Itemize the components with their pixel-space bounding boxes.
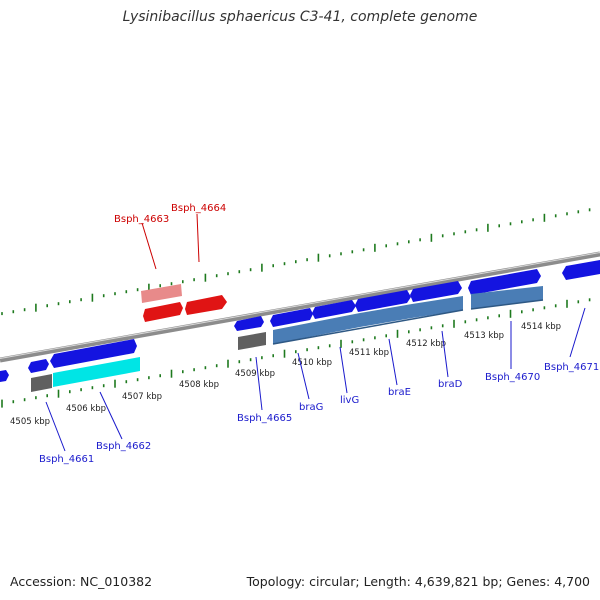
gene-brae-arrow[interactable] <box>355 290 411 312</box>
leader-bsph-4664 <box>196 213 200 263</box>
kbp-label-4507: 4507 kbp <box>122 392 162 402</box>
genome-backbone-highlight <box>0 252 600 359</box>
gene-bsph-4665-arrow[interactable] <box>234 316 264 331</box>
gene-label-bsph-4670[interactable]: Bsph_4670 <box>485 372 540 383</box>
genome-backbone <box>0 251 600 363</box>
kbp-label-4513: 4513 kbp <box>464 331 504 341</box>
leader-brag <box>297 352 310 400</box>
gene-label-bsph-4664[interactable]: Bsph_4664 <box>171 203 226 214</box>
gene-brag-box[interactable] <box>273 322 314 344</box>
leader-bsph-4662 <box>99 391 123 440</box>
leader-brad <box>441 330 449 378</box>
gene-label-livg[interactable]: livG <box>340 395 359 406</box>
kbp-label-4510: 4510 kbp <box>292 358 332 368</box>
kbp-label-4512: 4512 kbp <box>406 339 446 349</box>
kbp-label-4514: 4514 kbp <box>521 322 561 332</box>
inner-scale-track <box>1 298 591 408</box>
leader-lines <box>45 213 586 452</box>
gene-brad-box[interactable] <box>412 296 463 318</box>
gene-label-bsph-4661[interactable]: Bsph_4661 <box>39 454 94 465</box>
kbp-label-4506: 4506 kbp <box>66 404 106 414</box>
kbp-label-4505: 4505 kbp <box>10 417 50 427</box>
gene-livg-arrow[interactable] <box>312 300 356 319</box>
leader-brae <box>388 338 398 386</box>
genome-summary-text: Topology: circular; Length: 4,639,821 bp… <box>246 574 590 589</box>
gene-brae-box[interactable] <box>360 304 412 327</box>
gene-bsph-4662-arrow[interactable] <box>50 339 137 368</box>
leader-bsph-4663 <box>141 222 157 270</box>
accession-text: Accession: NC_010382 <box>10 574 153 589</box>
gene-bsph-4663-light[interactable] <box>141 284 182 303</box>
gene-label-bsph-4671[interactable]: Bsph_4671 <box>544 362 599 373</box>
gene-bsph-4665-box[interactable] <box>238 332 266 350</box>
gene-bsph-4670-arrow[interactable] <box>468 269 541 295</box>
gene-label-bsph-4665[interactable]: Bsph_4665 <box>237 413 292 424</box>
outer-scale-track <box>1 208 591 316</box>
box-shadow-line <box>272 309 464 345</box>
map-title: Lysinibacillus sphaericus C3-41, complet… <box>122 9 478 25</box>
gene-label-bsph-4663[interactable]: Bsph_4663 <box>114 214 169 225</box>
gene-bsph-4662-box[interactable] <box>53 357 140 387</box>
gene-bsph-4671-arrow[interactable] <box>562 260 600 280</box>
leader-livg <box>339 346 348 394</box>
gene-bsph-4661-arrow[interactable] <box>28 359 49 373</box>
kbp-label-4508: 4508 kbp <box>179 380 219 390</box>
leader-bsph-4661 <box>45 401 66 452</box>
gene-bsph-4661-box[interactable] <box>31 374 52 392</box>
leader-bsph-4665 <box>255 356 263 411</box>
gene-bsph-4664[interactable] <box>185 295 227 315</box>
gene-bsph-4663[interactable] <box>143 302 183 322</box>
gene-label-brag[interactable]: braG <box>299 402 323 413</box>
kbp-label-4511: 4511 kbp <box>349 348 389 358</box>
gene-bsph-4670-box[interactable] <box>471 286 543 309</box>
gene-label-brad[interactable]: braD <box>438 379 463 390</box>
gene-livg-box[interactable] <box>314 313 360 336</box>
gene-partial-left[interactable] <box>0 370 9 382</box>
kbp-label-4509: 4509 kbp <box>235 369 275 379</box>
box-shadow-line-2 <box>470 299 544 310</box>
gene-features <box>0 260 600 392</box>
gene-brag-arrow[interactable] <box>270 308 313 327</box>
gene-brad-arrow[interactable] <box>410 281 462 302</box>
leader-bsph-4671 <box>569 307 586 358</box>
gene-label-bsph-4662[interactable]: Bsph_4662 <box>96 441 151 452</box>
gene-label-brae[interactable]: braE <box>388 387 411 398</box>
